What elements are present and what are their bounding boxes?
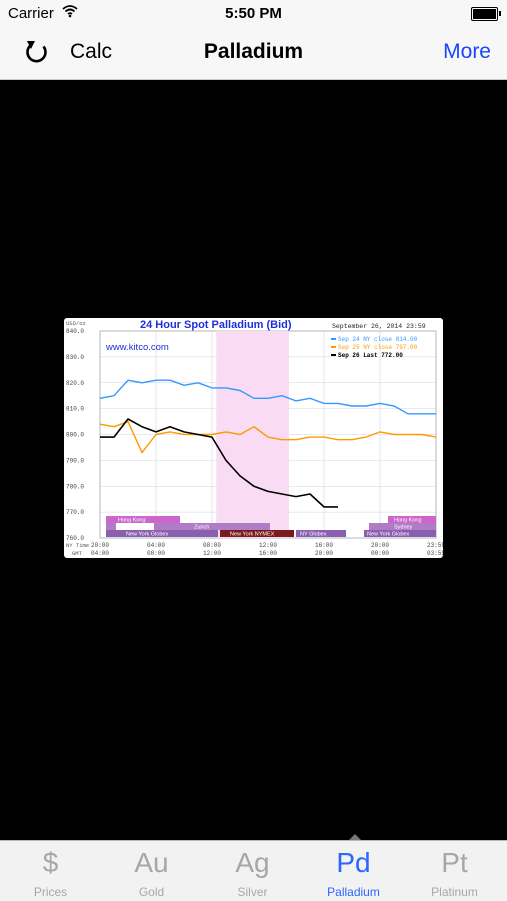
- y-tick-label: 840.0: [66, 328, 84, 335]
- legend-item-sep26: Sep 26 Last 772.00: [338, 352, 403, 359]
- palladium-symbol-icon: Pd: [336, 847, 371, 878]
- more-button[interactable]: More: [443, 40, 491, 63]
- market-ny-nymex: New York NYMEX: [230, 532, 275, 538]
- tab-bar: $ Prices Au Gold Ag Silver Pd Palladium …: [0, 840, 507, 901]
- x-tick-label-gmt: 08:00: [147, 550, 165, 557]
- tab-platinum[interactable]: Pt Platinum: [404, 841, 505, 901]
- x-tick-label-ny: 20:00: [91, 542, 109, 549]
- refresh-icon[interactable]: [22, 38, 52, 68]
- chart-svg: 840.0 830.0 820.0 810.0 800.0 790.0 780.0 770.0…: [66, 319, 443, 557]
- market-hongkong: Hong Kong: [118, 518, 146, 524]
- market-sydney: Sydney: [394, 525, 413, 531]
- tab-label: Prices: [33, 885, 68, 899]
- wifi-icon: [62, 4, 78, 22]
- market-sessions: Hong Kong Hong Kong Zurich Sydney New Yo…: [106, 516, 436, 538]
- legend-item-sep24: Sep 24 NY close 814.00: [338, 336, 418, 343]
- x-tick-label-ny: 08:00: [203, 542, 221, 549]
- gold-symbol-icon: Au: [134, 847, 169, 878]
- status-bar: Carrier 5:50 PM: [0, 0, 507, 28]
- y-tick-label: 830.0: [66, 354, 84, 361]
- tab-palladium[interactable]: Pd Palladium: [303, 841, 404, 901]
- x-tick-label-gmt: 04:00: [91, 550, 109, 557]
- nymex-session-band: [216, 331, 289, 538]
- x-tick-label-ny: 20:00: [371, 542, 389, 549]
- x-tick-label-ny: 04:00: [147, 542, 165, 549]
- tab-label: Silver: [237, 885, 268, 899]
- legend: Sep 24 NY close 814.00 Sep 25 NY close 7…: [331, 336, 418, 359]
- navigation-bar: Calc Palladium More: [0, 28, 507, 80]
- dollar-icon: $: [42, 847, 59, 878]
- market-zurich: Zurich: [194, 525, 209, 531]
- carrier-label: Carrier: [8, 5, 54, 22]
- x-tick-label-gmt: 00:00: [371, 550, 389, 557]
- tab-label: Platinum: [431, 885, 478, 899]
- x-tick-label-ny: 16:00: [315, 542, 333, 549]
- gmt-label: GMT: [72, 550, 83, 557]
- x-tick-label-ny: 23:59: [427, 542, 443, 549]
- series-line-0: [99, 379, 436, 415]
- chart-title: 24 Hour Spot Palladium (Bid): [140, 319, 292, 331]
- battery-icon: [471, 7, 501, 21]
- chart-date: September 26, 2014 23:59: [332, 323, 426, 330]
- y-tick-label: 760.0: [66, 535, 84, 542]
- ny-time-label: NY Time: [66, 542, 89, 549]
- tab-prices[interactable]: $ Prices: [0, 841, 101, 901]
- market-ny-globex-3: New York Globex: [367, 532, 409, 538]
- y-tick-label: 820.0: [66, 380, 84, 387]
- y-tick-label: 800.0: [66, 432, 84, 439]
- y-unit-label: USD/oz: [66, 320, 86, 327]
- platinum-symbol-icon: Pt: [441, 847, 468, 878]
- legend-item-sep25: Sep 25 NY close 797.00: [338, 344, 418, 351]
- active-tab-caret-icon: [349, 834, 361, 840]
- clock: 5:50 PM: [225, 5, 282, 22]
- tab-gold[interactable]: Au Gold: [101, 841, 202, 901]
- tab-label: Palladium: [327, 885, 380, 899]
- chart-site: www.kitco.com: [105, 342, 169, 353]
- x-tick-label-gmt: 03:59: [427, 550, 443, 557]
- page-title: Palladium: [203, 40, 304, 63]
- market-ny-globex-2: NY Globex: [300, 532, 327, 538]
- series-line-1: [99, 420, 437, 454]
- x-tick-label-gmt: 16:00: [259, 550, 277, 557]
- y-tick-label: 780.0: [66, 483, 84, 490]
- series-line-2: [100, 418, 338, 508]
- x-tick-label-gmt: 20:00: [315, 550, 333, 557]
- x-tick-label-gmt: 12:00: [203, 550, 221, 557]
- tab-silver[interactable]: Ag Silver: [202, 841, 303, 901]
- silver-symbol-icon: Ag: [235, 847, 270, 878]
- tab-label: Gold: [138, 885, 165, 899]
- market-hongkong-2: Hong Kong: [394, 518, 422, 524]
- market-ny-globex: New York Globex: [126, 532, 168, 538]
- y-tick-label: 770.0: [66, 509, 84, 516]
- palladium-chart: 840.0 830.0 820.0 810.0 800.0 790.0 780.0 770.0…: [64, 318, 443, 558]
- x-tick-label-ny: 12:00: [259, 542, 277, 549]
- y-tick-label: 790.0: [66, 457, 84, 464]
- y-tick-label: 810.0: [66, 406, 84, 413]
- calc-button[interactable]: Calc: [70, 40, 113, 63]
